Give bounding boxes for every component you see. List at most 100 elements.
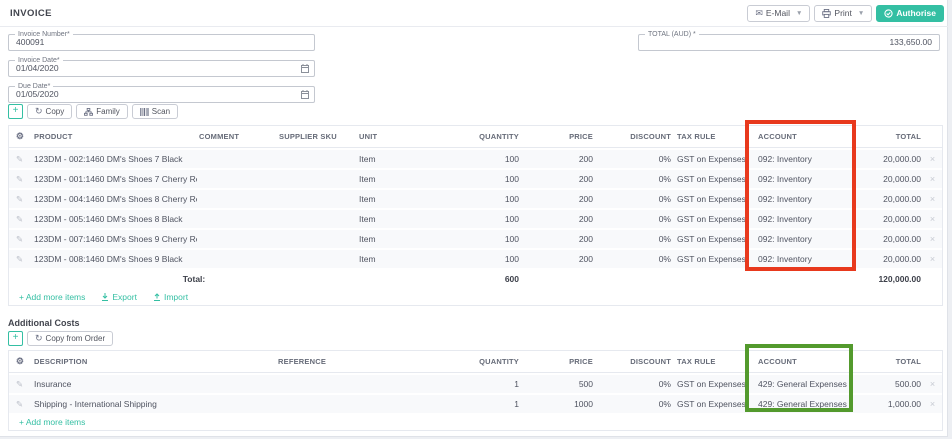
family-button[interactable]: Family (76, 104, 128, 119)
col-price: PRICE (569, 132, 593, 141)
price-cell: 200 (578, 174, 593, 184)
invoice-date-field[interactable]: Invoice Date* 01/04/2020 (8, 57, 315, 77)
total-cell: 1,000.00 (887, 399, 921, 409)
account-cell: 092: Inventory (758, 214, 812, 224)
column-settings-gear-icon[interactable]: ⚙ (15, 131, 25, 141)
price-cell: 200 (578, 154, 593, 164)
invoice-number-label: Invoice Number* (15, 31, 73, 39)
items-table-footer: + Add more items Export (9, 288, 942, 305)
col-price: PRICE (569, 357, 593, 366)
discount-cell: 0% (658, 194, 671, 204)
remove-row-icon[interactable]: × (929, 399, 936, 409)
item-row: ✎ 123DM - 008:1460 DM's Shoes 9 Black It… (9, 250, 942, 268)
copy-icon: ↻ (35, 106, 43, 116)
authorise-button[interactable]: Authorise (876, 4, 944, 22)
account-cell: 092: Inventory (758, 154, 812, 164)
edit-row-icon[interactable]: ✎ (16, 193, 24, 204)
calendar-icon[interactable] (301, 64, 309, 73)
col-quantity: QUANTITY (479, 357, 519, 366)
edit-row-icon[interactable]: ✎ (16, 173, 24, 184)
item-row: ✎ 123DM - 004:1460 DM's Shoes 8 Cherry R… (9, 190, 942, 208)
col-reference: REFERENCE (278, 357, 327, 366)
total-cell: 20,000.00 (883, 234, 921, 244)
tax-rule-cell: GST on Expenses (677, 399, 746, 409)
email-button[interactable]: ✉ E-Mail ▼ (747, 4, 811, 22)
price-cell: 500 (578, 379, 593, 389)
total-quantity: 600 (504, 274, 519, 284)
calendar-icon[interactable] (301, 90, 309, 99)
col-total: TOTAL (895, 132, 921, 141)
import-link[interactable]: Import (153, 292, 188, 302)
invoice-number-value: 400091 (16, 37, 45, 47)
total-cell: 20,000.00 (883, 214, 921, 224)
family-tree-icon (84, 107, 94, 116)
col-discount: DISCOUNT (630, 357, 671, 366)
items-total-row: Total: 600 120,000.00 (9, 270, 942, 288)
tax-rule-cell: GST on Expenses (677, 234, 746, 244)
edit-row-icon[interactable]: ✎ (16, 378, 24, 389)
total-cell: 20,000.00 (883, 254, 921, 264)
edit-row-icon[interactable]: ✎ (16, 398, 24, 409)
quantity-cell: 100 (504, 174, 519, 184)
remove-row-icon[interactable]: × (929, 254, 936, 264)
add-more-items-link[interactable]: + Add more items (19, 416, 86, 427)
discount-cell: 0% (658, 234, 671, 244)
remove-row-icon[interactable]: × (929, 174, 936, 184)
tax-rule-cell: GST on Expenses (677, 379, 746, 389)
account-cell: 092: Inventory (758, 194, 812, 204)
quantity-cell: 100 (504, 194, 519, 204)
remove-row-icon[interactable]: × (929, 379, 936, 389)
col-tax-rule: TAX RULE (677, 357, 716, 366)
remove-row-icon[interactable]: × (929, 194, 936, 204)
check-circle-icon (884, 8, 893, 18)
edit-row-icon[interactable]: ✎ (16, 213, 24, 224)
account-cell: 092: Inventory (758, 254, 812, 264)
product-cell: 123DM - 002:1460 DM's Shoes 7 Black (34, 154, 183, 164)
price-cell: 1000 (574, 399, 593, 409)
add-more-items-link[interactable]: + Add more items (19, 291, 86, 302)
unit-cell: Item (359, 194, 376, 204)
edit-row-icon[interactable]: ✎ (16, 253, 24, 264)
edit-row-icon[interactable]: ✎ (16, 233, 24, 244)
due-date-field[interactable]: Due Date* 01/05/2020 (8, 83, 315, 103)
additional-costs-toolbar: + ↻ Copy from Order (8, 331, 114, 346)
item-row: ✎ 123DM - 005:1460 DM's Shoes 8 Black It… (9, 210, 942, 228)
invoice-number-field[interactable]: Invoice Number* 400091 (8, 31, 315, 51)
add-cost-button[interactable]: + (8, 331, 23, 346)
total-aud-field[interactable]: TOTAL (AUD) * 133,650.00 (638, 31, 940, 51)
total-aud-label: TOTAL (AUD) * (645, 31, 699, 39)
description-cell: Insurance (34, 379, 72, 389)
account-cell: 429: General Expenses (758, 399, 847, 409)
remove-row-icon[interactable]: × (929, 154, 936, 164)
copy-button[interactable]: ↻ Copy (27, 104, 73, 119)
add-item-button[interactable]: + (8, 104, 23, 119)
unit-cell: Item (359, 214, 376, 224)
unit-cell: Item (359, 154, 376, 164)
print-button[interactable]: Print ▼ (814, 4, 873, 22)
remove-row-icon[interactable]: × (929, 214, 936, 224)
product-cell: 123DM - 005:1460 DM's Shoes 8 Black (34, 214, 183, 224)
copy-from-order-button[interactable]: ↻ Copy from Order (27, 331, 114, 346)
export-link[interactable]: Export (101, 292, 137, 302)
tax-rule-cell: GST on Expenses (677, 254, 746, 264)
total-cell: 20,000.00 (883, 154, 921, 164)
discount-cell: 0% (658, 379, 671, 389)
scan-button[interactable]: Scan (131, 104, 179, 119)
total-cell: 20,000.00 (883, 194, 921, 204)
account-cell: 092: Inventory (758, 234, 812, 244)
price-cell: 200 (578, 194, 593, 204)
total-cell: 500.00 (895, 379, 921, 389)
invoice-date-label: Invoice Date* (15, 57, 63, 65)
column-settings-gear-icon[interactable]: ⚙ (15, 356, 25, 366)
printer-icon (822, 8, 832, 18)
unit-cell: Item (359, 234, 376, 244)
total-amount: 120,000.00 (878, 274, 921, 284)
price-cell: 200 (578, 254, 593, 264)
quantity-cell: 100 (504, 154, 519, 164)
tax-rule-cell: GST on Expenses (677, 154, 746, 164)
remove-row-icon[interactable]: × (929, 234, 936, 244)
quantity-cell: 1 (514, 379, 519, 389)
quantity-cell: 100 (504, 254, 519, 264)
edit-row-icon[interactable]: ✎ (16, 153, 24, 164)
